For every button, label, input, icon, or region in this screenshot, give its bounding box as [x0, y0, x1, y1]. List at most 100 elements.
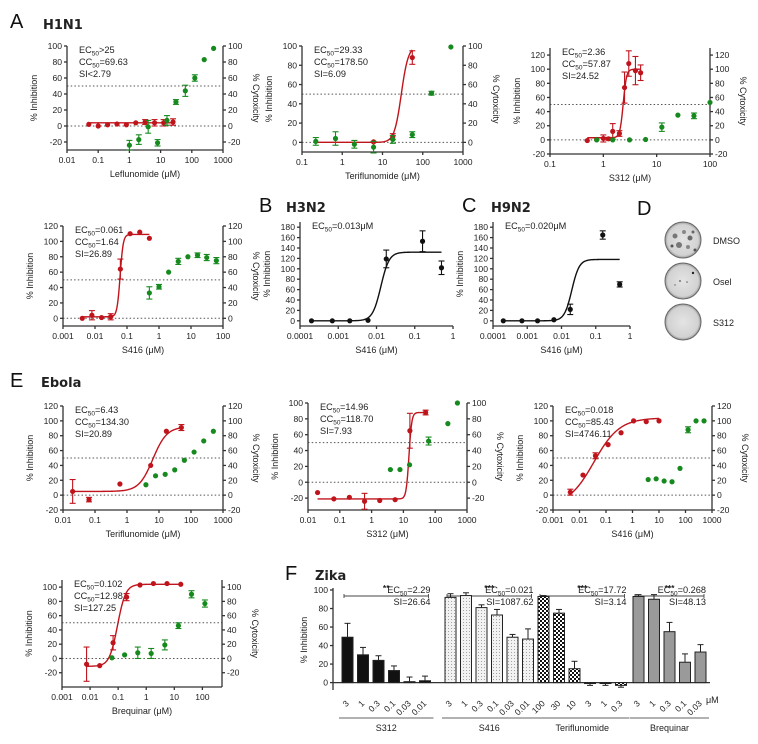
- data-point: [83, 661, 90, 667]
- annotation-value: =0.018: [585, 405, 613, 415]
- bar: [419, 680, 431, 684]
- series-inhibition: [500, 230, 623, 324]
- y-tick-label: 40: [48, 283, 58, 293]
- annotation-value: =0.020μM: [525, 221, 566, 231]
- data-point: [445, 421, 451, 427]
- annotation-prefix: EC: [658, 585, 671, 595]
- data-point: [423, 409, 429, 416]
- data-point: [201, 57, 207, 63]
- x-tick-label: 0.001: [327, 331, 349, 341]
- annotation-subscript: 50: [575, 53, 583, 60]
- data-point: [173, 99, 179, 105]
- annotation-subscript: 50: [518, 227, 526, 234]
- annotation-subscript: 50: [670, 591, 678, 598]
- data-point: [148, 650, 154, 657]
- y2-tick-label: 100: [468, 41, 483, 51]
- x-tick-label: 0.1: [544, 159, 556, 169]
- x-tick-label: 10: [156, 155, 166, 165]
- y-axis-label: % Inhibition: [515, 435, 525, 482]
- category-label: 0.03: [497, 698, 516, 717]
- plate-label-dmso: DMSO: [713, 236, 740, 246]
- bar: [491, 614, 503, 684]
- data-point: [170, 119, 176, 125]
- y2-tick-label: 100: [715, 64, 730, 74]
- data-point: [136, 137, 142, 143]
- y2-tick-label: 60: [715, 92, 725, 102]
- series-inhibition: [308, 230, 445, 324]
- data-point: [117, 266, 123, 272]
- y2-tick-label: 80: [227, 596, 237, 606]
- annotation-line: CC50=85.43: [565, 417, 614, 430]
- annotation-subscript: 50: [333, 420, 341, 427]
- data-point: [519, 318, 525, 324]
- y-tick-label: 160: [474, 233, 489, 243]
- y2-tick-label: -20: [227, 668, 240, 678]
- y2-tick-label: 20: [228, 475, 238, 485]
- category-label: 1: [598, 698, 609, 709]
- annotation-value: =57.87: [583, 59, 611, 69]
- y2-tick-label: 40: [228, 283, 238, 293]
- annotation-subscript: 50: [591, 591, 599, 598]
- data-point: [204, 254, 210, 261]
- category-label: 0.3: [366, 698, 382, 714]
- panel-letter-f: F: [285, 563, 297, 585]
- y-axis-label: % Inhibition: [262, 251, 272, 298]
- fit-curve: [315, 49, 413, 144]
- data-point: [166, 269, 172, 275]
- y2-axis-label: % Cytoxicity: [251, 433, 261, 483]
- y-tick-label: 40: [48, 460, 58, 470]
- data-point: [594, 137, 600, 143]
- x-tick-label: 0.1: [92, 155, 104, 165]
- annotation-value: =0.268: [678, 585, 706, 595]
- data-point: [645, 476, 651, 483]
- annotation-line: CC50=178.50: [314, 57, 368, 70]
- y-tick-label: 0: [540, 135, 545, 145]
- x-tick-label: 1000: [213, 515, 232, 525]
- y-tick-label: 100: [44, 416, 59, 426]
- annotation-prefix: EC: [565, 405, 578, 415]
- annotation-line: EC50=0.102: [74, 579, 122, 592]
- y2-tick-label: 100: [228, 41, 243, 51]
- fit-curve: [311, 251, 442, 322]
- data-point: [605, 136, 612, 142]
- data-point: [104, 122, 111, 128]
- y-tick-label: 120: [474, 253, 489, 263]
- fit-curve: [503, 258, 620, 322]
- data-point: [685, 427, 691, 433]
- y2-tick-label: 80: [717, 431, 727, 441]
- annotation-line: EC50=0.268: [658, 585, 706, 598]
- y2-tick-label: 60: [717, 446, 727, 456]
- y-tick-label: 20: [293, 461, 303, 471]
- data-point: [110, 640, 116, 646]
- data-point: [626, 137, 633, 143]
- bar: [568, 668, 581, 684]
- y-tick-label: 160: [281, 233, 296, 243]
- data-point: [126, 142, 132, 148]
- y-tick-label: 100: [43, 582, 58, 592]
- chart-a4: 0 20 40 60 80 100 120 0 20 40 60 80 100 120 0.001 0.01 0…: [25, 221, 261, 355]
- x-tick-label: 0.01: [571, 515, 588, 525]
- category-label: 10: [564, 698, 578, 712]
- annotation-line: SI=26.89: [75, 249, 112, 259]
- y-tick-label: 20: [478, 305, 488, 315]
- annotation-line: EC50=17.72: [578, 585, 626, 598]
- data-point: [610, 128, 616, 134]
- y2-tick-label: 40: [717, 460, 727, 470]
- data-point: [146, 235, 152, 241]
- x-axis-label: S416 (μM): [540, 345, 582, 355]
- x-tick-label: 1: [630, 515, 635, 525]
- y-axis-label: % Inhibition: [29, 75, 39, 122]
- data-point: [175, 623, 182, 629]
- annotation-prefix: EC: [578, 585, 591, 595]
- data-point: [669, 479, 675, 485]
- data-point: [172, 467, 178, 473]
- data-point: [701, 418, 707, 424]
- annotation-value: =6.43: [95, 405, 118, 415]
- bar: [460, 595, 472, 684]
- category-label: 3: [583, 698, 594, 709]
- data-point: [89, 312, 95, 318]
- data-point: [383, 256, 389, 262]
- y2-tick-label: 0: [227, 653, 232, 663]
